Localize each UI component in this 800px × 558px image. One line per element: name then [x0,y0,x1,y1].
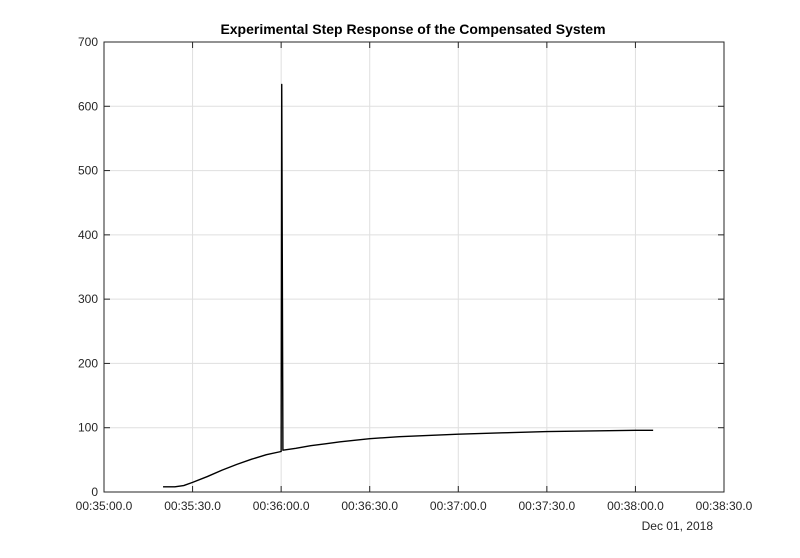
x-tick-label: 00:38:30.0 [696,499,753,513]
x-tick-label: 00:37:30.0 [518,499,575,513]
x-tick-label: 00:36:30.0 [341,499,398,513]
grid-lines [103,41,725,493]
y-tick-label: 0 [91,485,98,499]
axis-ticks: 00:35:00.0 00:35:30.0 00:36:00.0 00:36:30.0… [76,35,753,513]
y-tick-label: 400 [78,228,98,242]
x-tick-label: 00:35:30.0 [164,499,221,513]
x-tick-label: 00:36:00.0 [253,499,310,513]
chart-title: Experimental Step Response of the Compen… [220,21,605,37]
y-tick-label: 300 [78,292,98,306]
y-tick-label: 500 [78,164,98,178]
x-tick-label: 00:35:00.0 [76,499,133,513]
y-tick-label: 200 [78,356,98,370]
series-line [163,83,654,488]
y-tick-label: 100 [78,421,98,435]
series-layer [163,83,654,488]
y-tick-label: 600 [78,99,98,113]
x-tick-label: 00:37:00.0 [430,499,487,513]
plot-area-frame [103,41,725,493]
y-tick-label: 700 [78,35,98,49]
x-date-label: Dec 01, 2018 [642,519,714,533]
x-tick-label: 00:38:00.0 [607,499,664,513]
